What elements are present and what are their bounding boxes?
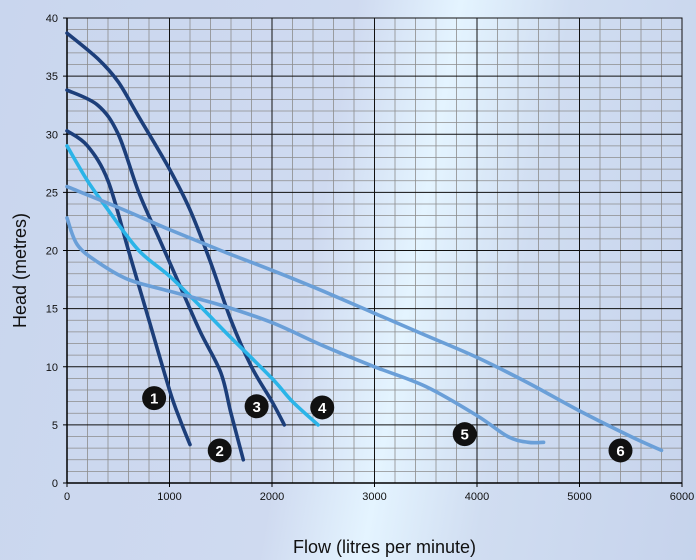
y-tick-label: 10 [46,362,58,374]
y-tick-label: 15 [46,304,58,316]
x-tick-label: 6000 [670,491,694,503]
y-tick-labels: 0 5 10 15 20 25 30 35 40 [46,13,67,490]
y-tick-label: 35 [46,71,58,83]
series-marker-3 [244,394,269,419]
series-marker-label-1: 1 [150,391,158,408]
y-tick-label: 0 [52,478,58,490]
x-tick-label: 2000 [260,491,284,503]
x-tick-label: 0 [64,491,70,503]
series-line-4 [65,144,320,427]
series-marker-2 [207,438,232,463]
series-marker-label-2: 2 [216,443,224,460]
x-tick-labels: 0 1000 2000 3000 4000 5000 6000 [64,483,694,503]
series-line-1 [65,129,192,447]
series-markers: 1 2 3 4 5 6 [142,386,633,463]
y-tick-label: 30 [46,129,58,141]
x-tick-label: 5000 [567,491,591,503]
series-marker-5 [452,422,477,447]
series-marker-6 [608,438,633,463]
series-marker-label-4: 4 [318,400,327,417]
x-axis-title: Flow (litres per minute) [293,537,476,557]
series-marker-1 [142,386,167,411]
series-line-5 [65,216,546,445]
series-marker-label-5: 5 [461,427,469,444]
x-tick-label: 3000 [362,491,386,503]
y-tick-label: 25 [46,187,58,199]
series-line-2 [65,88,246,462]
series-marker-4 [310,395,335,420]
major-grid [67,18,682,483]
y-axis-title: Head (metres) [10,213,30,328]
series-marker-label-6: 6 [616,443,624,460]
y-tick-label: 5 [52,420,58,432]
y-tick-label: 40 [46,13,58,25]
series-lines [65,31,664,462]
x-tick-label: 4000 [465,491,489,503]
y-tick-label: 20 [46,246,58,258]
x-tick-label: 1000 [157,491,181,503]
series-line-6 [65,184,664,453]
series-marker-label-3: 3 [252,399,260,416]
series-line-3 [65,31,287,427]
